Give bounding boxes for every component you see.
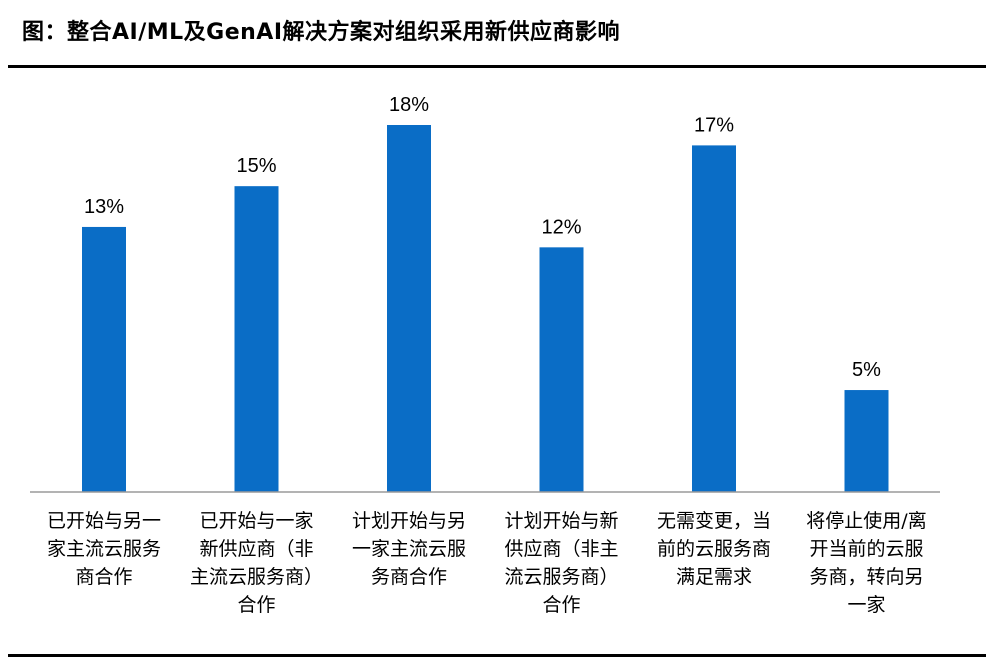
data-label-5: 17% xyxy=(694,114,734,136)
bar-2 xyxy=(234,186,279,492)
category-label-2: 已开始与一家 新供应商（非 主流云服务商） 合作 xyxy=(182,507,332,619)
category-label-6: 将停止使用/离 开当前的云服 务商，转向另 一家 xyxy=(792,507,942,619)
data-label-6: 5% xyxy=(852,359,881,381)
bar-1 xyxy=(82,226,126,492)
category-label-line: 新供应商（非 xyxy=(199,538,314,560)
category-label-line: 家主流云服务 xyxy=(46,538,161,560)
category-label-line: 满足需求 xyxy=(675,566,752,588)
top-rule xyxy=(8,65,986,68)
category-label-line: 合作 xyxy=(542,594,581,616)
chart-title: 图：整合AI/ML及GenAI解决方案对组织采用新供应商影响 xyxy=(22,20,621,45)
category-label-line: 合作 xyxy=(237,594,276,616)
data-label-1: 13% xyxy=(84,196,124,218)
category-label-line: 主流云服务商） xyxy=(189,566,323,588)
category-label-line: 商合作 xyxy=(75,566,133,588)
category-label-line: 流云服务商） xyxy=(504,566,619,588)
category-label-line: 一家 xyxy=(847,594,886,616)
category-label-line: 一家主流云服 xyxy=(351,538,466,560)
category-label-line: 将停止使用/离 xyxy=(806,510,927,532)
data-label-4: 12% xyxy=(541,216,581,238)
data-label-3: 18% xyxy=(389,94,429,116)
bar-4 xyxy=(539,247,584,492)
category-label-1: 已开始与另一 家主流云服务 商合作 xyxy=(29,507,179,591)
category-label-line: 计划开始与另 xyxy=(351,510,466,532)
bar-6 xyxy=(844,390,889,492)
category-label-line: 计划开始与新 xyxy=(504,510,619,532)
category-label-line: 开当前的云服 xyxy=(809,538,924,560)
category-label-5: 无需变更，当 前的云服务商 满足需求 xyxy=(639,507,789,591)
category-label-line: 无需变更，当 xyxy=(656,510,771,532)
category-label-line: 务商，转向另 xyxy=(809,566,924,588)
category-label-line: 已开始与另一 xyxy=(46,510,161,532)
category-label-line: 前的云服务商 xyxy=(656,538,771,560)
bar-5 xyxy=(692,145,736,492)
category-label-line: 已开始与一家 xyxy=(199,510,314,532)
category-label-line: 供应商（非主 xyxy=(504,538,619,560)
bottom-rule xyxy=(8,654,986,657)
category-label-line: 务商合作 xyxy=(370,566,447,588)
data-label-2: 15% xyxy=(236,155,276,177)
bar-3 xyxy=(387,125,431,492)
category-label-3: 计划开始与另 一家主流云服 务商合作 xyxy=(334,507,484,591)
category-label-4: 计划开始与新 供应商（非主 流云服务商） 合作 xyxy=(487,507,637,619)
